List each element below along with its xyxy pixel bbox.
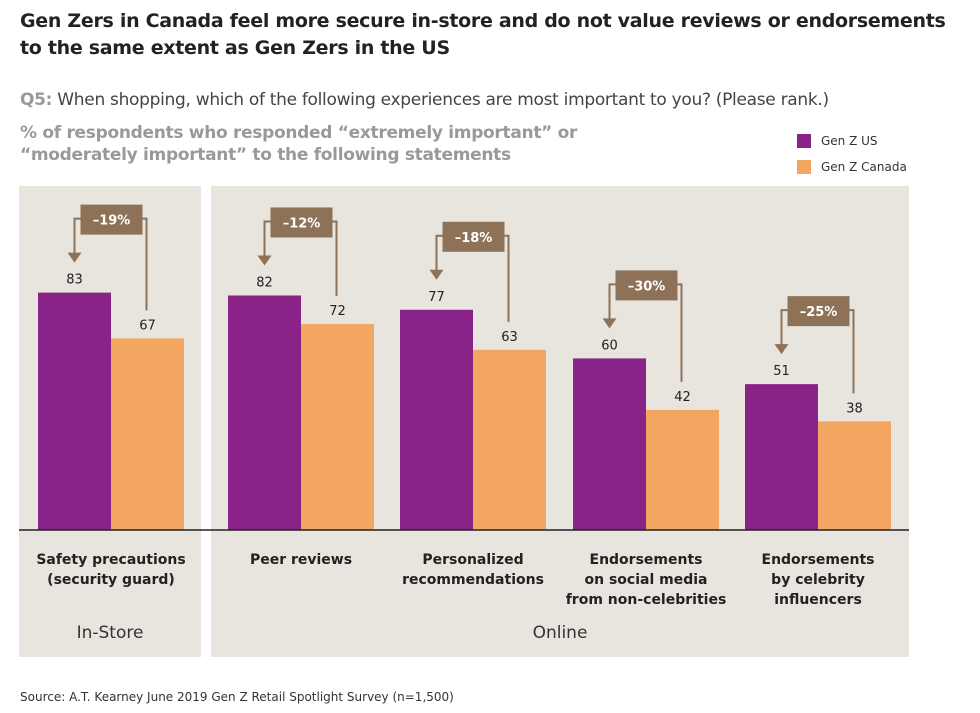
category-label: Peer reviews: [250, 552, 352, 568]
question-label: Q5:: [20, 90, 53, 110]
data-label-us: 77: [428, 290, 445, 305]
bracket-line: [73, 217, 81, 255]
difference-badge: [787, 296, 850, 327]
bar-gen-z-canada: [818, 421, 891, 530]
chart-subtitle: % of respondents who responded “extremel…: [20, 123, 578, 165]
bracket-line: [677, 283, 683, 382]
bracket-line: [780, 309, 788, 347]
data-label-canada: 67: [139, 318, 156, 333]
difference-label: –25%: [800, 305, 838, 320]
chart-title: Gen Zers in Canada feel more secure in-s…: [20, 10, 946, 59]
category-label: recommendations: [402, 572, 544, 588]
category-label: Endorsements: [590, 552, 703, 568]
group-label: In-Store: [77, 623, 144, 643]
arrow-down-icon: [257, 255, 272, 266]
category-label: Endorsements: [762, 552, 875, 568]
difference-label: –12%: [283, 216, 321, 231]
legend-item-canada: Gen Z Canada: [797, 154, 907, 180]
bar-gen-z-us: [573, 358, 646, 530]
data-label-us: 51: [773, 364, 790, 379]
bracket-line: [142, 217, 148, 311]
data-label-canada: 72: [329, 304, 346, 319]
category-label: on social media: [585, 572, 708, 588]
bar-gen-z-us: [228, 295, 301, 530]
data-label-us: 82: [256, 275, 273, 290]
arrow-down-icon: [67, 252, 82, 263]
data-label-canada: 38: [846, 401, 863, 416]
legend-label: Gen Z US: [821, 134, 878, 148]
bracket-line: [504, 234, 510, 322]
category-label: by celebrity: [771, 572, 865, 588]
legend-item-us: Gen Z US: [797, 128, 907, 154]
difference-badge: [615, 270, 678, 301]
group-label: Online: [533, 623, 588, 643]
bracket-line: [263, 220, 271, 258]
difference-badge: [80, 204, 143, 235]
bar-gen-z-us: [38, 292, 111, 530]
arrow-down-icon: [774, 344, 789, 355]
legend-swatch: [797, 134, 811, 148]
category-label: from non-celebrities: [566, 592, 727, 608]
arrow-down-icon: [429, 269, 444, 280]
bar-gen-z-canada: [646, 409, 719, 530]
bar-gen-z-us: [745, 384, 818, 530]
difference-label: –19%: [93, 214, 131, 229]
data-label-canada: 42: [674, 390, 691, 405]
data-label-us: 83: [66, 273, 83, 288]
legend: Gen Z US Gen Z Canada: [797, 128, 907, 180]
question-text: When shopping, which of the following ex…: [57, 90, 829, 110]
category-label: Personalized: [422, 552, 523, 568]
difference-badge: [442, 221, 505, 252]
bar-gen-z-us: [400, 309, 473, 530]
bracket-line: [435, 234, 443, 272]
bracket-line: [332, 220, 338, 297]
bar-gen-z-canada: [111, 338, 184, 530]
difference-badge: [270, 207, 333, 238]
data-label-us: 60: [601, 338, 618, 353]
legend-swatch: [797, 160, 811, 174]
bar-gen-z-canada: [473, 349, 546, 530]
difference-label: –18%: [455, 231, 493, 246]
arrow-down-icon: [602, 318, 617, 329]
source-note: Source: A.T. Kearney June 2019 Gen Z Ret…: [20, 690, 454, 704]
bar-gen-z-canada: [301, 324, 374, 530]
category-label: (security guard): [47, 572, 175, 588]
category-label: influencers: [774, 592, 862, 608]
difference-label: –30%: [628, 279, 666, 294]
question: Q5: When shopping, which of the followin…: [20, 90, 829, 110]
data-label-canada: 63: [501, 330, 518, 345]
category-label: Safety precautions: [36, 552, 185, 568]
bracket-line: [849, 309, 855, 394]
bracket-line: [608, 283, 616, 321]
legend-label: Gen Z Canada: [821, 160, 907, 174]
